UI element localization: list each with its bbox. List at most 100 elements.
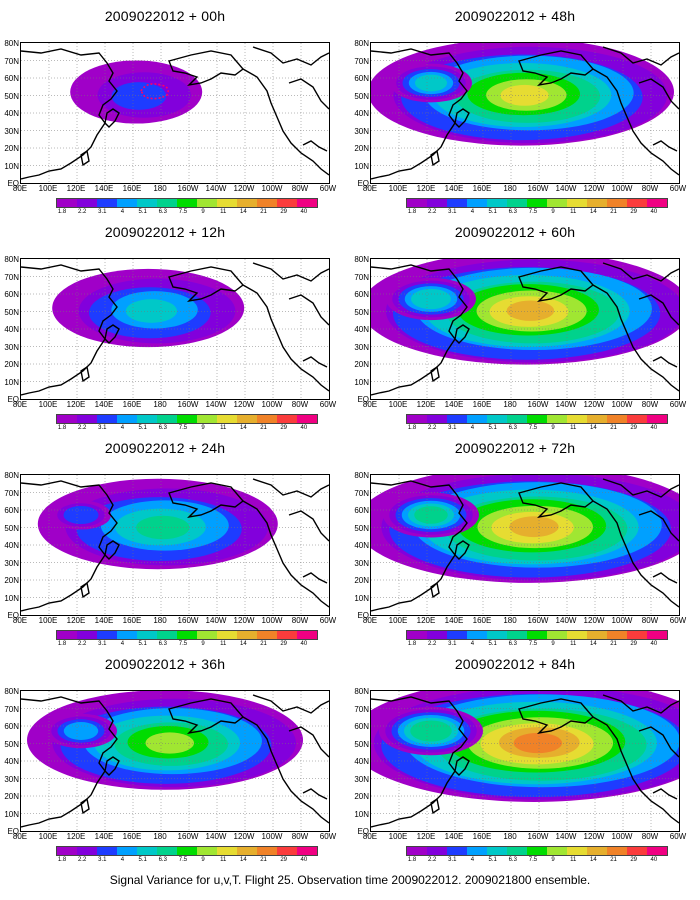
colorbar-segment [297,631,317,639]
colorbar-segment [57,631,77,639]
colorbar-labels: 1.8 2.2 3.1 4 5.1 6.3 7.5 9 11 14 21 29 40 [56,641,318,649]
longitude-tick: 100E [38,400,58,409]
colorbar-label: 14 [240,425,247,431]
latitude-tick: 60N [4,722,19,731]
longitude-tick: 180 [503,832,517,841]
colorbar-label: 40 [650,209,658,215]
coastline [104,108,120,128]
map-area [20,42,330,184]
coastline [168,50,245,87]
longitude-tick: 140W [205,400,227,409]
colorbar-label: 29 [630,425,638,431]
coastline [454,108,470,128]
panel-title: 2009022012 + 72h [454,440,576,456]
colorbar-segment [647,199,667,207]
colorbar-segment [627,199,647,207]
latitude-tick: EQ [357,179,369,188]
variance-contour [415,74,447,92]
colorbar-segment [467,847,487,855]
longitude-tick: 160E [472,400,492,409]
latitude-tick: 10N [4,593,19,603]
colorbar-segment [197,631,217,639]
coastline [80,149,90,167]
colorbar-label: 5.1 [138,209,147,215]
colorbar-label: 11 [220,425,227,431]
colorbar-label: 2.2 [77,857,87,863]
coastline [371,48,468,180]
latitude-tick: 60N [354,722,369,731]
colorbar-segment [467,415,487,423]
forecast-panel: 2009022012 + 60h 80N 70N 60N 50N 40N 30N 20N 10N… [350,216,686,431]
longitude-tick: 120W [233,832,255,841]
longitude-tick: 140E [444,832,464,841]
longitude-tick: 60W [319,832,337,841]
longitude-tick: 60W [319,616,337,625]
panel-title: 2009022012 + 36h [104,656,226,672]
coastline [638,510,679,542]
longitude-tick: 60W [669,616,687,625]
map-area [370,690,680,832]
latitude-labels: 80N 70N 60N 50N 40N 30N 20N 10N EQ [0,472,20,620]
longitude-tick: 120E [416,832,436,841]
latitude-tick: 60N [354,74,369,83]
colorbar-label: 5.1 [138,857,147,863]
longitude-tick: 140E [444,400,464,409]
colorbar-segment [157,199,177,207]
colorbar-label: 40 [300,641,308,647]
colorbar-label: 40 [650,641,658,647]
colorbar-segment [97,631,117,639]
latitude-tick: 60N [4,74,19,83]
latitude-tick: 80N [4,687,19,696]
colorbar-segment [177,631,197,639]
coastline [652,572,678,584]
colorbar-segment [117,631,137,639]
longitude-tick: 80W [291,616,309,625]
variance-map [371,691,679,831]
longitude-tick: 100W [261,616,283,625]
coastline [242,500,329,608]
latitude-tick: 40N [4,541,19,550]
longitude-tick: 160W [177,184,199,193]
colorbar-segment [507,199,527,207]
longitude-labels: 80E 100E 120E 140E 160E 180 160W 140W 120W 100W 80… [12,184,336,194]
coastline [518,698,595,735]
colorbar [406,846,668,856]
colorbar-segment [257,631,277,639]
latitude-tick: 30N [354,126,369,136]
colorbar-label: 6.3 [158,641,167,647]
forecast-panel: 2009022012 + 00h 80N 70N 60N 50N 40N 30N 20N 10N… [0,0,336,215]
longitude-tick: 100W [611,832,633,841]
latitude-labels: 80N 70N 60N 50N 40N 30N 20N 10N EQ [0,40,20,188]
coastline [80,581,90,599]
longitude-tick: 160W [527,400,549,409]
colorbar-label: 14 [590,641,597,647]
colorbar-label: 29 [280,209,288,215]
latitude-tick: 60N [354,290,369,299]
longitude-tick: 120W [583,832,605,841]
colorbar-segment [97,847,117,855]
colorbar-segment [237,631,257,639]
latitude-tick: 80N [354,39,369,48]
colorbar-label: 21 [610,425,617,431]
colorbar-label: 1.8 [407,425,417,431]
colorbar-label: 7.5 [528,209,538,215]
colorbar-label: 21 [610,641,617,647]
coastline [302,572,328,584]
colorbar-label: 6.3 [158,857,167,863]
forecast-panel: 2009022012 + 36h 80N 70N 60N 50N 40N 30N 20N 10N… [0,648,336,863]
colorbar-label: 7.5 [528,641,538,647]
coastline [454,756,470,776]
longitude-tick: 180 [503,400,517,409]
coastline [242,68,329,176]
coastline [104,756,120,776]
colorbar-segment [177,415,197,423]
coastline [80,365,90,383]
latitude-tick: 40N [354,109,369,118]
coastline [602,478,679,498]
colorbar-label: 5.1 [138,641,147,647]
variance-contour [111,82,167,110]
colorbar-label: 6.3 [158,425,167,431]
colorbar-label: 3.1 [98,641,107,647]
latitude-tick: 50N [4,523,19,533]
colorbar-segment [177,847,197,855]
